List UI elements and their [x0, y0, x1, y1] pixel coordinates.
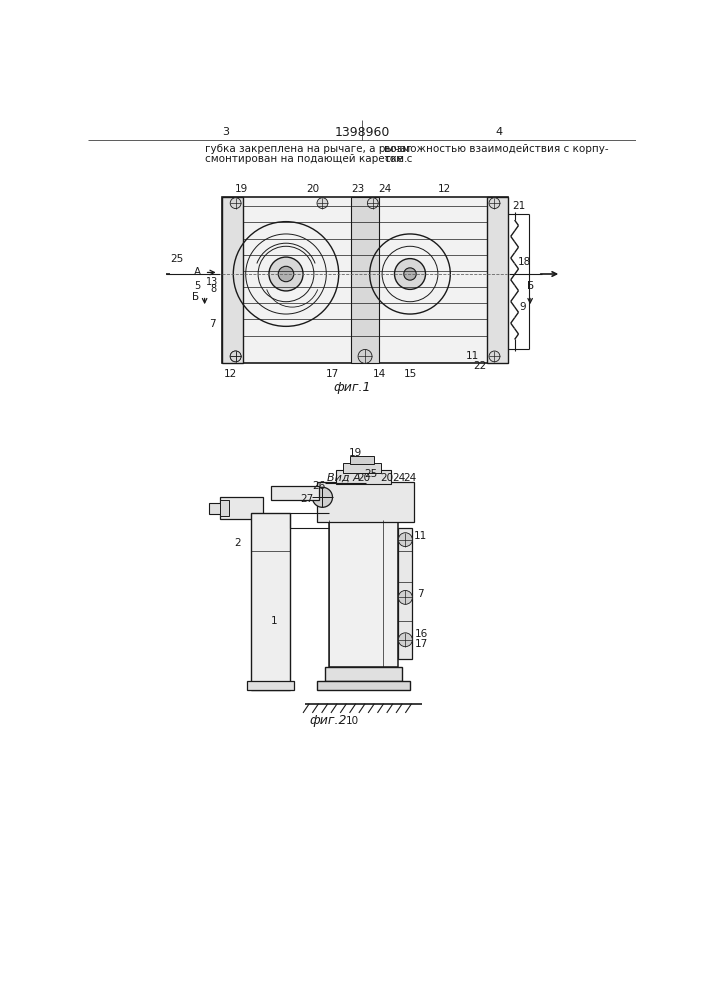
Text: 19: 19: [235, 184, 247, 194]
Bar: [325, 667, 402, 681]
Text: 20: 20: [380, 473, 393, 483]
Circle shape: [230, 198, 241, 209]
Bar: [271, 486, 319, 500]
Circle shape: [395, 259, 426, 289]
Text: 5: 5: [194, 281, 201, 291]
Text: 7: 7: [416, 589, 423, 599]
Bar: [220, 500, 230, 516]
Text: возможностью взаимодействия с корпу-: возможностью взаимодействия с корпу-: [385, 144, 609, 154]
Circle shape: [404, 268, 416, 280]
Text: фиг.2: фиг.2: [310, 714, 347, 727]
Text: 4: 4: [496, 127, 503, 137]
Bar: [222, 197, 243, 363]
Text: фиг.1: фиг.1: [333, 381, 370, 394]
Text: 1398960: 1398960: [334, 126, 390, 139]
Text: 18: 18: [518, 257, 532, 267]
Text: 24: 24: [392, 473, 405, 483]
Text: 20: 20: [307, 184, 320, 194]
Bar: [220, 497, 263, 519]
Circle shape: [398, 533, 412, 547]
Text: 24: 24: [378, 184, 392, 194]
Text: Б: Б: [192, 292, 199, 302]
Circle shape: [368, 198, 378, 209]
Text: 3: 3: [222, 127, 229, 137]
Text: смонтирован на подающей каретке с: смонтирован на подающей каретке с: [204, 153, 412, 163]
Circle shape: [269, 257, 303, 291]
Text: 14: 14: [373, 369, 385, 379]
Circle shape: [358, 349, 372, 363]
Bar: [351, 456, 373, 464]
Text: сом.: сом.: [385, 153, 408, 163]
Bar: [398, 528, 412, 659]
Text: Б: Б: [527, 281, 534, 291]
Bar: [329, 520, 398, 667]
Bar: [337, 470, 391, 484]
Circle shape: [312, 487, 332, 507]
Bar: [209, 503, 223, 514]
Text: 11: 11: [465, 351, 479, 361]
Text: 25: 25: [170, 254, 183, 264]
Text: 23: 23: [351, 184, 365, 194]
Text: 10: 10: [345, 716, 358, 726]
Text: 16: 16: [415, 629, 428, 639]
Text: А: А: [194, 267, 201, 277]
Circle shape: [398, 590, 412, 604]
Bar: [247, 681, 293, 690]
Text: 27: 27: [300, 494, 313, 504]
Text: 20: 20: [357, 473, 370, 483]
Text: 26: 26: [312, 481, 326, 491]
Text: 17: 17: [415, 639, 428, 649]
Circle shape: [279, 266, 293, 282]
Text: Вид А: Вид А: [327, 473, 361, 483]
Text: 19: 19: [349, 448, 363, 458]
Bar: [222, 197, 508, 363]
Text: 1: 1: [271, 615, 278, 626]
Text: 24: 24: [404, 473, 416, 483]
Text: 9: 9: [519, 302, 526, 312]
Text: 22: 22: [473, 361, 486, 371]
Bar: [486, 197, 508, 363]
Text: 7: 7: [209, 319, 216, 329]
Text: 17: 17: [326, 369, 339, 379]
Bar: [317, 482, 414, 522]
Text: 13: 13: [206, 277, 218, 287]
Text: 15: 15: [404, 369, 416, 379]
Circle shape: [230, 351, 241, 362]
Circle shape: [489, 351, 500, 362]
Bar: [351, 197, 379, 363]
Circle shape: [489, 198, 500, 209]
Circle shape: [230, 351, 241, 362]
Text: 8: 8: [211, 284, 217, 294]
Text: 12: 12: [438, 184, 452, 194]
Text: 2: 2: [234, 538, 240, 548]
Text: 11: 11: [414, 531, 427, 541]
Text: 12: 12: [223, 369, 237, 379]
Bar: [317, 681, 410, 690]
Circle shape: [317, 198, 328, 209]
Circle shape: [398, 633, 412, 647]
Text: 21: 21: [512, 201, 525, 211]
Bar: [343, 463, 381, 473]
Text: 25: 25: [365, 469, 378, 479]
Bar: [251, 513, 290, 690]
Text: губка закреплена на рычаге, а рычаг: губка закреплена на рычаге, а рычаг: [204, 144, 411, 154]
